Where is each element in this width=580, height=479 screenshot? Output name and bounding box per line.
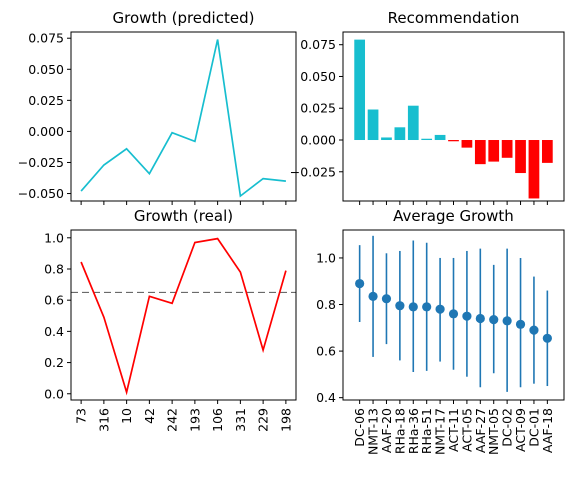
series-line — [80, 237, 287, 396]
x-tick-label: 316 — [96, 408, 111, 432]
x-tick-label: 106 — [210, 408, 225, 432]
data-point — [422, 302, 432, 312]
x-tick-label: NMT-17 — [433, 408, 448, 455]
y-tick-label: 0.000 — [28, 124, 64, 139]
chart-title: Growth (predicted) — [113, 9, 255, 27]
x-tick-label: 73 — [74, 408, 89, 424]
chart-title: Average Growth — [393, 207, 514, 225]
y-tick-label: 0.050 — [300, 69, 336, 84]
plot-frame — [70, 229, 297, 401]
bar — [354, 39, 366, 141]
bar — [541, 140, 553, 163]
bar — [434, 134, 446, 141]
bar — [515, 140, 526, 174]
x-tick-label: 242 — [165, 408, 180, 432]
bar — [367, 109, 379, 141]
x-tick-label: AAF-18 — [540, 408, 555, 453]
x-tick-label: 331 — [233, 408, 248, 432]
y-tick-label: 0.025 — [28, 93, 64, 108]
y-tick-label: −0.025 — [18, 155, 64, 170]
data-point — [368, 291, 378, 301]
data-point — [408, 302, 418, 312]
x-tick-label: RHa-18 — [392, 408, 407, 454]
x-tick-label: 229 — [256, 408, 271, 432]
y-tick-label: 1.0 — [316, 250, 336, 265]
y-tick-label: −0.050 — [18, 186, 64, 201]
y-tick-label: 0.050 — [28, 62, 64, 77]
bar — [474, 140, 486, 165]
x-tick-label: 10 — [119, 408, 134, 424]
chart-tr: Recommendation −0.025 0.000 0.025 0.050 0.075 — [290, 9, 565, 205]
bar — [448, 140, 459, 142]
bar — [501, 140, 513, 158]
bar — [381, 137, 392, 141]
x-tick-label: 42 — [142, 408, 157, 424]
y-tick-label: 0.6 — [44, 293, 64, 308]
y-tick-label: 1.0 — [44, 230, 64, 245]
chart-tl: Growth (predicted) −0.050 −0.025 0.000 0.025… — [18, 9, 297, 205]
chart-title: Growth (real) — [134, 207, 233, 225]
chart-br: Average Growth0.40.60.81.0DC-06NMT-13AAF… — [316, 207, 565, 455]
bar — [394, 127, 406, 141]
data-point — [435, 304, 445, 314]
y-tick-label: 0.025 — [300, 101, 336, 116]
x-tick-label: ACT-05 — [459, 408, 474, 452]
y-tick-label: 0.4 — [44, 324, 64, 339]
x-tick-label: RHa-51 — [419, 408, 434, 454]
data-point — [515, 319, 526, 329]
y-tick-label: 0.8 — [44, 261, 64, 276]
bar — [461, 140, 473, 148]
data-point — [542, 333, 552, 343]
x-tick-label: NMT-13 — [366, 408, 381, 455]
x-tick-label: 193 — [187, 408, 202, 432]
bar — [488, 140, 500, 162]
x-tick-label: AAF-27 — [473, 408, 488, 453]
x-tick-label: DC-06 — [352, 408, 367, 447]
series-line — [80, 39, 286, 198]
data-point — [489, 315, 499, 325]
x-tick-label: DC-02 — [500, 408, 515, 447]
x-tick-label: 198 — [278, 408, 293, 432]
bar — [528, 140, 540, 199]
data-point — [395, 301, 405, 311]
x-tick-label: RHa-36 — [406, 408, 421, 454]
y-tick-label: 0.8 — [316, 297, 336, 312]
x-tick-label: ACT-11 — [446, 408, 461, 452]
y-tick-label: 0.075 — [300, 37, 336, 52]
chart-title: Recommendation — [388, 9, 520, 27]
data-point — [381, 294, 392, 304]
data-point — [462, 311, 472, 321]
chart-bl: Growth (real) 0.0 0.2 0.4 0.6 0.8 1.0 73 316 10 42… — [44, 207, 297, 432]
data-point — [529, 325, 539, 335]
y-tick-label: −0.025 — [290, 164, 336, 179]
data-point — [475, 313, 485, 324]
data-point — [502, 316, 512, 326]
y-tick-label: 0.6 — [316, 344, 336, 359]
x-tick-label: AAF-20 — [379, 408, 394, 453]
y-tick-label: 0.0 — [44, 386, 64, 401]
plot-frame — [342, 229, 565, 401]
y-tick-label: 0.000 — [300, 133, 336, 148]
y-tick-label: 0.4 — [316, 390, 336, 405]
y-tick-label: 0.075 — [28, 31, 64, 46]
x-tick-label: DC-01 — [526, 408, 541, 447]
plot-frame — [342, 31, 565, 202]
data-point — [355, 278, 365, 289]
plot-frame — [70, 31, 297, 202]
x-tick-label: NMT-05 — [486, 408, 501, 455]
y-tick-label: 0.2 — [44, 355, 64, 370]
x-tick-label: ACT-09 — [513, 408, 528, 452]
bar — [407, 105, 419, 141]
bar — [421, 138, 433, 141]
data-point — [448, 309, 459, 319]
